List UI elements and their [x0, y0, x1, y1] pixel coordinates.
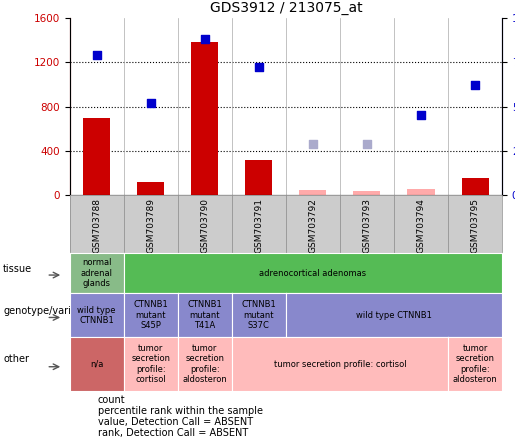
- Bar: [407, 189, 435, 195]
- Text: GSM703794: GSM703794: [417, 198, 425, 253]
- Bar: [83, 118, 110, 195]
- Bar: [137, 182, 164, 195]
- Text: GSM703790: GSM703790: [200, 198, 209, 253]
- Point: [417, 112, 425, 119]
- Bar: [191, 42, 218, 195]
- Text: tissue: tissue: [3, 264, 32, 274]
- Text: rank, Detection Call = ABSENT: rank, Detection Call = ABSENT: [98, 428, 248, 438]
- Text: genotype/variation: genotype/variation: [3, 306, 96, 316]
- Text: normal
adrenal
glands: normal adrenal glands: [80, 258, 113, 288]
- Text: tumor
secretion
profile:
aldosteron: tumor secretion profile: aldosteron: [453, 344, 497, 384]
- Text: GSM703788: GSM703788: [92, 198, 101, 253]
- Bar: [245, 160, 272, 195]
- Text: value, Detection Call = ABSENT: value, Detection Call = ABSENT: [98, 417, 253, 427]
- Text: percentile rank within the sample: percentile rank within the sample: [98, 406, 263, 416]
- Text: count: count: [98, 395, 126, 405]
- Text: CTNNB1
mutant
S45P: CTNNB1 mutant S45P: [133, 300, 168, 330]
- Point: [93, 52, 101, 59]
- Bar: [299, 190, 327, 195]
- Text: tumor secretion profile: cortisol: tumor secretion profile: cortisol: [273, 360, 406, 369]
- Text: GSM703795: GSM703795: [471, 198, 479, 253]
- Text: n/a: n/a: [90, 360, 103, 369]
- Text: wild type CTNNB1: wild type CTNNB1: [356, 311, 432, 320]
- Bar: [461, 178, 489, 195]
- Text: CTNNB1
mutant
S37C: CTNNB1 mutant S37C: [242, 300, 276, 330]
- Text: GSM703791: GSM703791: [254, 198, 263, 253]
- Text: GSM703789: GSM703789: [146, 198, 155, 253]
- Title: GDS3912 / 213075_at: GDS3912 / 213075_at: [210, 1, 362, 16]
- Text: adrenocortical adenomas: adrenocortical adenomas: [259, 269, 367, 278]
- Text: GSM703793: GSM703793: [363, 198, 371, 253]
- Text: tumor
secretion
profile:
cortisol: tumor secretion profile: cortisol: [131, 344, 170, 384]
- Point: [309, 140, 317, 147]
- Text: other: other: [3, 354, 29, 364]
- Text: GSM703792: GSM703792: [308, 198, 317, 253]
- Point: [201, 36, 209, 43]
- Text: CTNNB1
mutant
T41A: CTNNB1 mutant T41A: [187, 300, 222, 330]
- Point: [471, 82, 479, 89]
- Point: [255, 64, 263, 71]
- Text: wild type
CTNNB1: wild type CTNNB1: [77, 305, 116, 325]
- Point: [146, 99, 154, 107]
- Point: [363, 140, 371, 147]
- Text: tumor
secretion
profile:
aldosteron: tumor secretion profile: aldosteron: [182, 344, 227, 384]
- Bar: [353, 191, 381, 195]
